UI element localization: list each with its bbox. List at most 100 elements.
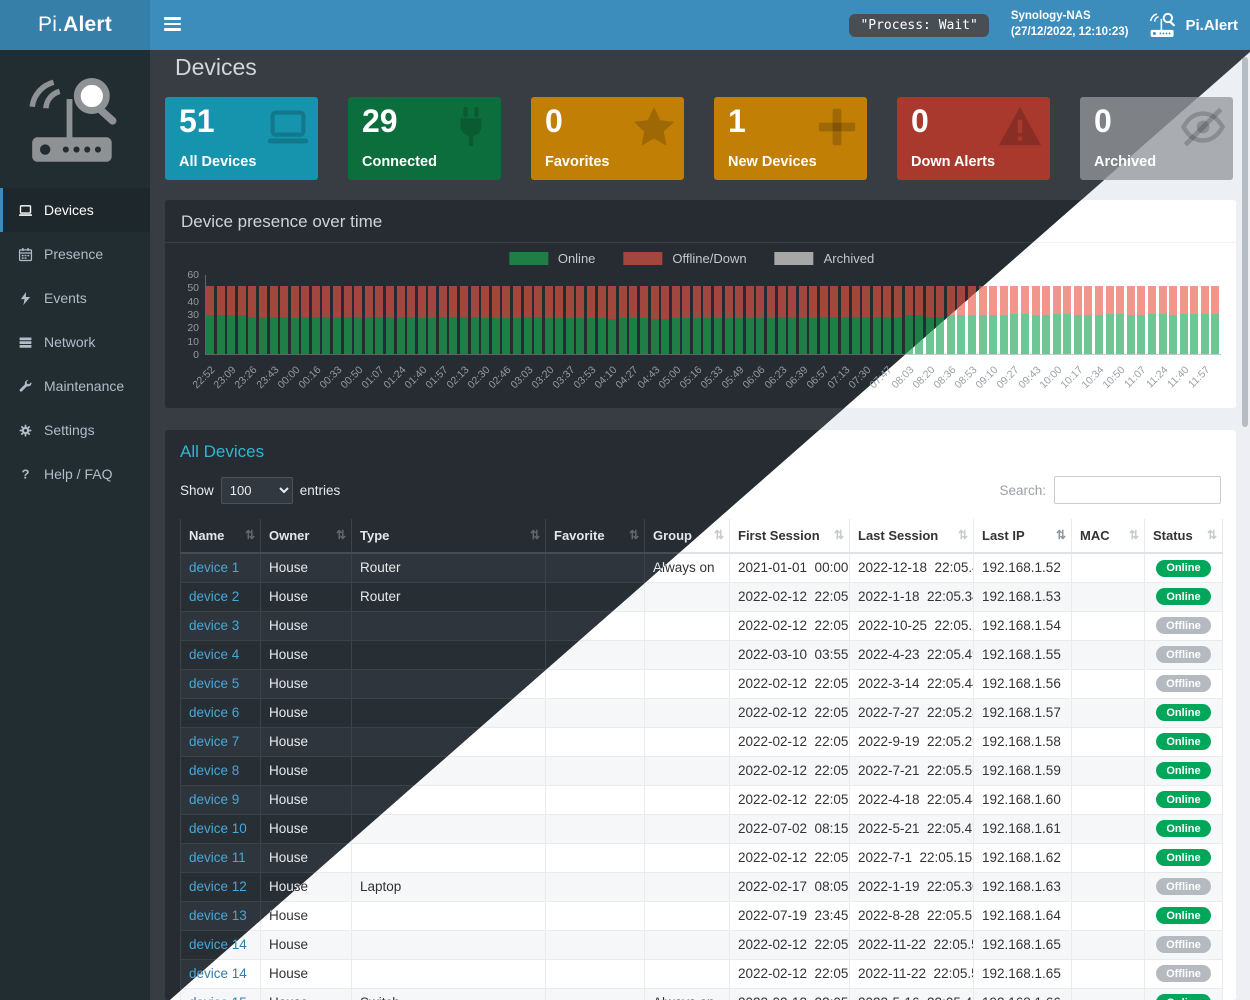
stacked-bar xyxy=(1169,286,1178,354)
column-header-last-ip[interactable]: Last IP⇅ xyxy=(973,519,1072,554)
sidebar-item-maintenance[interactable]: Maintenance xyxy=(0,364,150,408)
card-label: Connected xyxy=(362,154,437,170)
cell-last_session: 2022-7-27 22:05.28 xyxy=(849,698,974,728)
stacked-bar xyxy=(904,286,913,354)
sidebar-item-network[interactable]: Network xyxy=(0,320,150,364)
sort-icon[interactable]: ⇅ xyxy=(335,528,346,542)
card-all-devices[interactable]: 51 All Devices xyxy=(165,97,318,180)
stacked-bar xyxy=(798,286,807,354)
sidebar-item-settings[interactable]: Settings xyxy=(0,408,150,452)
cell-status: Online xyxy=(1144,698,1223,728)
cell-owner: House xyxy=(260,930,352,960)
sort-icon[interactable]: ⇅ xyxy=(628,528,639,542)
page-scrollbar[interactable] xyxy=(1241,52,1250,1000)
stacked-bar xyxy=(1126,286,1135,354)
stacked-bar xyxy=(915,286,924,354)
column-header-favorite[interactable]: Favorite⇅ xyxy=(545,519,645,554)
device-link[interactable]: device 9 xyxy=(189,792,240,807)
column-header-name[interactable]: Name⇅ xyxy=(180,519,261,554)
stacked-bar xyxy=(629,286,638,354)
device-link[interactable]: device 4 xyxy=(189,647,240,662)
y-tick: 30 xyxy=(187,309,199,321)
device-link[interactable]: device 11 xyxy=(189,850,246,865)
cell-last_ip: 192.168.1.55 xyxy=(973,640,1072,670)
cell-mac xyxy=(1071,727,1145,757)
cell-status: Offline xyxy=(1144,611,1223,641)
search-input[interactable] xyxy=(1054,476,1221,504)
device-link[interactable]: device 3 xyxy=(189,618,240,633)
device-link[interactable]: device 2 xyxy=(189,589,240,604)
column-header-last-session[interactable]: Last Session⇅ xyxy=(849,519,974,554)
sort-icon[interactable]: ⇅ xyxy=(1128,528,1139,542)
device-link[interactable]: device 8 xyxy=(189,763,240,778)
sort-icon[interactable]: ⇅ xyxy=(1055,528,1066,542)
column-header-first-session[interactable]: First Session⇅ xyxy=(729,519,850,554)
sidebar-item-devices[interactable]: Devices xyxy=(0,188,150,232)
cell-status: Offline xyxy=(1144,959,1223,989)
sort-icon[interactable]: ⇅ xyxy=(529,528,540,542)
stacked-bar xyxy=(576,286,585,354)
sidebar-item-events[interactable]: Events xyxy=(0,276,150,320)
column-header-owner[interactable]: Owner⇅ xyxy=(260,519,352,554)
sort-icon[interactable]: ⇅ xyxy=(244,528,255,542)
stacked-bar xyxy=(766,286,775,354)
hamburger-icon[interactable] xyxy=(164,17,182,33)
device-link[interactable]: device 7 xyxy=(189,734,240,749)
device-link[interactable]: device 5 xyxy=(189,676,240,691)
host-timestamp: (27/12/2022, 12:10:23) xyxy=(1010,26,1129,38)
cell-mac xyxy=(1071,814,1145,844)
sidebar-item-presence[interactable]: Presence xyxy=(0,232,150,276)
card-favorites[interactable]: 0 Favorites xyxy=(531,97,684,180)
sidebar-item-label: Devices xyxy=(44,202,94,218)
cell-favorite xyxy=(545,756,645,786)
column-header-status[interactable]: Status⇅ xyxy=(1144,519,1223,554)
cell-group xyxy=(644,756,730,786)
device-link[interactable]: device 1 xyxy=(189,560,240,576)
stacked-bar xyxy=(809,286,818,354)
device-link[interactable]: device 12 xyxy=(189,879,247,894)
sort-icon[interactable]: ⇅ xyxy=(957,528,968,542)
cell-first_session: 2022-03-10 03:55 xyxy=(729,640,850,670)
sidebar-item-help-faq[interactable]: ? Help / FAQ xyxy=(0,452,150,496)
cell-first_session: 2022-02-12 22:05 xyxy=(729,756,850,786)
chart-title: Device presence over time xyxy=(165,200,1236,243)
sort-icon[interactable]: ⇅ xyxy=(713,528,724,542)
sort-icon[interactable]: ⇅ xyxy=(833,528,844,542)
process-status-badge: "Process: Wait" xyxy=(849,13,989,37)
device-link[interactable]: device 10 xyxy=(189,821,247,836)
device-link[interactable]: device 13 xyxy=(189,908,247,923)
column-header-type[interactable]: Type⇅ xyxy=(351,519,546,554)
status-badge: Online xyxy=(1156,704,1211,722)
cell-first_session: 2022-02-12 22:05 xyxy=(729,669,850,699)
scrollbar-thumb[interactable] xyxy=(1242,57,1248,427)
stacked-bar xyxy=(587,286,595,354)
stacked-bar xyxy=(407,286,416,354)
stacked-bar xyxy=(1116,286,1125,354)
cell-mac xyxy=(1071,959,1145,989)
cell-last_session: 2022-3-14 22:05.44 xyxy=(849,669,974,699)
cell-type xyxy=(351,959,546,989)
cell-first_session: 2022-02-12 22:05 xyxy=(729,988,850,1000)
brand-logo[interactable]: Pi.Alert xyxy=(0,0,150,50)
device-link[interactable]: device 6 xyxy=(189,705,240,720)
stacked-bar xyxy=(290,286,299,354)
cell-status: Online xyxy=(1144,756,1223,786)
column-header-mac[interactable]: MAC⇅ xyxy=(1071,519,1145,554)
sort-icon[interactable]: ⇅ xyxy=(1206,528,1217,542)
cell-type xyxy=(351,669,546,699)
card-connected[interactable]: 29 Connected xyxy=(348,97,501,180)
cell-type xyxy=(351,930,546,960)
cell-first_session: 2022-02-17 08:05 xyxy=(729,872,850,902)
cell-mac xyxy=(1071,930,1145,960)
device-link[interactable]: device 15 xyxy=(189,995,247,1000)
cell-name: device 8 xyxy=(180,756,261,786)
cell-last_ip: 192.168.1.60 xyxy=(973,785,1072,815)
stacked-bar xyxy=(258,286,267,354)
cell-last_ip: 192.168.1.61 xyxy=(973,814,1072,844)
eye-slash-icon xyxy=(1180,107,1226,147)
stacked-bar xyxy=(364,286,373,354)
cell-type xyxy=(351,901,546,931)
card-new-devices[interactable]: 1 New Devices xyxy=(714,97,867,180)
page-size-select[interactable]: 100 xyxy=(220,476,293,504)
card-down-alerts[interactable]: 0 Down Alerts xyxy=(897,97,1050,180)
